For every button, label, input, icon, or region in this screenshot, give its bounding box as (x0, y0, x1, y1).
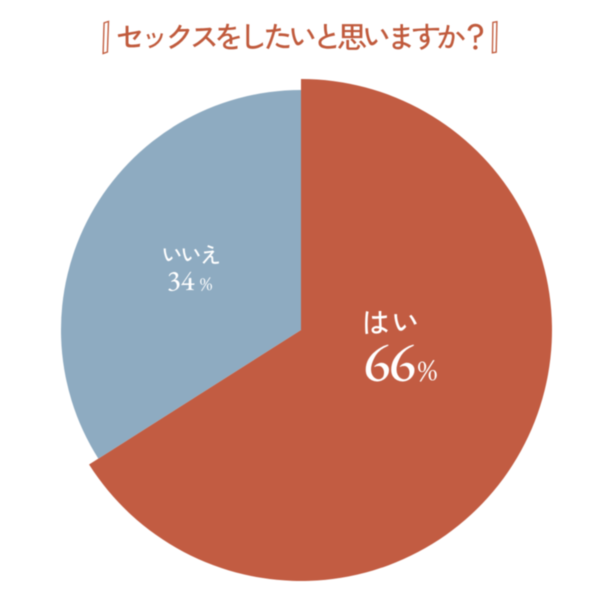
slice-value-yes (365, 344, 437, 382)
title-right-bracket-icon (491, 20, 498, 54)
slice-label-yes (365, 311, 417, 335)
slice-label-no (163, 245, 220, 264)
pie-chart (60, 79, 552, 582)
title-left-bracket-icon (102, 20, 110, 55)
page-title (102, 20, 498, 55)
slice-value-no (168, 271, 212, 292)
pie-slice-no (60, 90, 302, 459)
title-text (117, 23, 484, 50)
pie-slice-yes (89, 79, 552, 582)
